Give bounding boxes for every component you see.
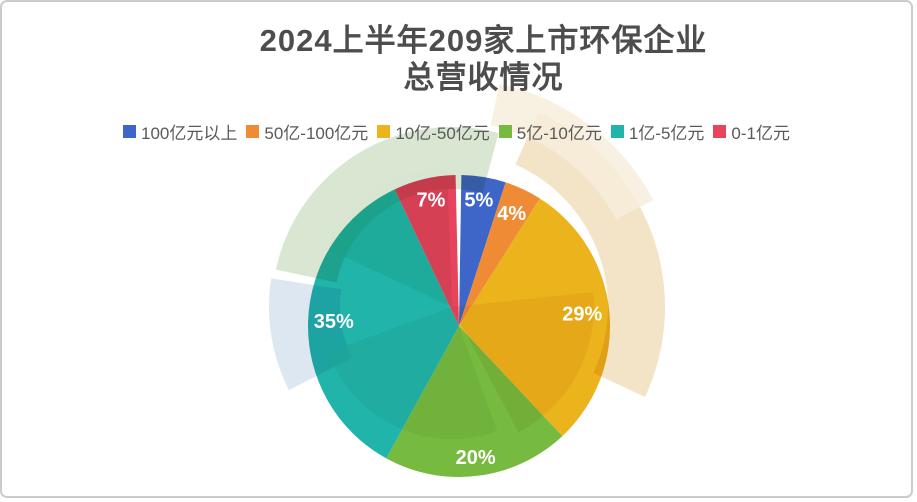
chart-legend: 100亿元以上 50亿-100亿元 10亿-50亿元 5亿-10亿元 1亿-5亿元 0-1… — [2, 119, 911, 144]
legend-label: 100亿元以上 — [141, 124, 238, 143]
legend-label: 5亿-10亿元 — [516, 124, 602, 143]
legend-item-5: 0-1亿元 — [713, 119, 790, 144]
legend-label: 50亿-100亿元 — [264, 124, 369, 143]
legend-item-0: 100亿元以上 — [123, 119, 237, 144]
watermark-swoosh-6 — [452, 292, 594, 433]
pie-data-label-0: 5% — [464, 190, 493, 212]
legend-item-2: 10亿-50亿元 — [377, 119, 490, 144]
pie-slice-1 — [459, 182, 540, 326]
chart-title-line2: 总营收情况 — [403, 60, 564, 95]
watermark-swoosh-2 — [269, 278, 353, 391]
legend-swatch-icon — [377, 125, 391, 138]
watermark-swoosh-1 — [325, 167, 452, 307]
legend-item-3: 5亿-10亿元 — [498, 119, 602, 144]
legend-label: 1亿-5亿元 — [628, 124, 705, 143]
legend-swatch-icon — [123, 125, 136, 138]
chart-title-line1: 2024上半年209家上市环保企业 — [259, 23, 708, 58]
pie-slice-0 — [459, 175, 506, 326]
eco-logo-watermark-icon — [269, 83, 666, 439]
pie-data-label-2: 29% — [562, 303, 602, 325]
legend-label: 0-1亿元 — [731, 124, 790, 143]
pie-data-label-1: 4% — [497, 203, 526, 225]
watermark-swoosh-3 — [327, 307, 498, 439]
legend-item-1: 50亿-100亿元 — [246, 119, 368, 144]
legend-swatch-icon — [610, 125, 624, 138]
legend-item-4: 1亿-5亿元 — [610, 119, 705, 144]
pie-data-label-5: 7% — [417, 190, 446, 212]
legend-label: 10亿-50亿元 — [395, 124, 490, 143]
pie-data-labels: 5%4% 29% 20% 35% 7% — [314, 190, 603, 469]
watermark-swoosh-5 — [490, 83, 654, 220]
legend-swatch-icon — [498, 125, 512, 138]
chart-title: 2024上半年209家上市环保企业 总营收情况 — [56, 2, 911, 96]
pie-data-label-3: 20% — [456, 447, 496, 469]
legend-swatch-icon — [246, 125, 260, 138]
legend-swatch-icon — [713, 125, 727, 138]
watermark-swoosh-4 — [515, 112, 666, 398]
pie-data-label-4: 35% — [314, 311, 354, 333]
